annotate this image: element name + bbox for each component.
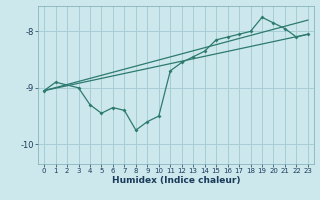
X-axis label: Humidex (Indice chaleur): Humidex (Indice chaleur) <box>112 176 240 185</box>
